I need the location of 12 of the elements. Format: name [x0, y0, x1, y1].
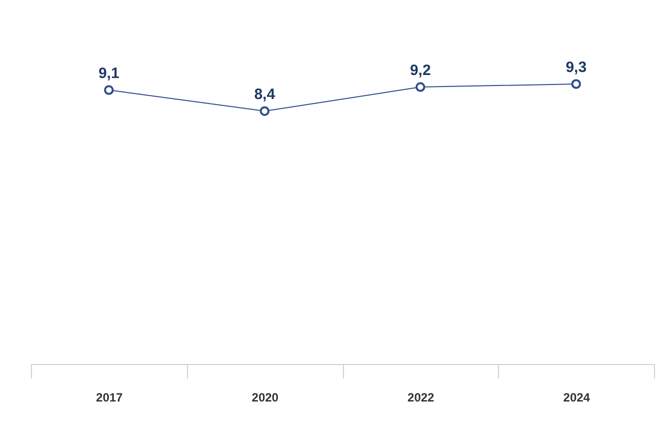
x-tick-label: 2017	[96, 390, 124, 404]
data-label: 9,3	[566, 59, 587, 76]
data-label: 8,4	[254, 86, 276, 104]
data-label: 9,1	[98, 65, 120, 82]
x-tick-label: 2020	[252, 390, 279, 404]
data-label: 9,2	[410, 62, 431, 80]
x-tick-label: 2024	[563, 390, 590, 404]
point	[104, 85, 114, 95]
point	[571, 79, 581, 89]
point	[260, 106, 270, 116]
point	[416, 82, 426, 92]
x-tick-label: 2022	[408, 390, 435, 404]
